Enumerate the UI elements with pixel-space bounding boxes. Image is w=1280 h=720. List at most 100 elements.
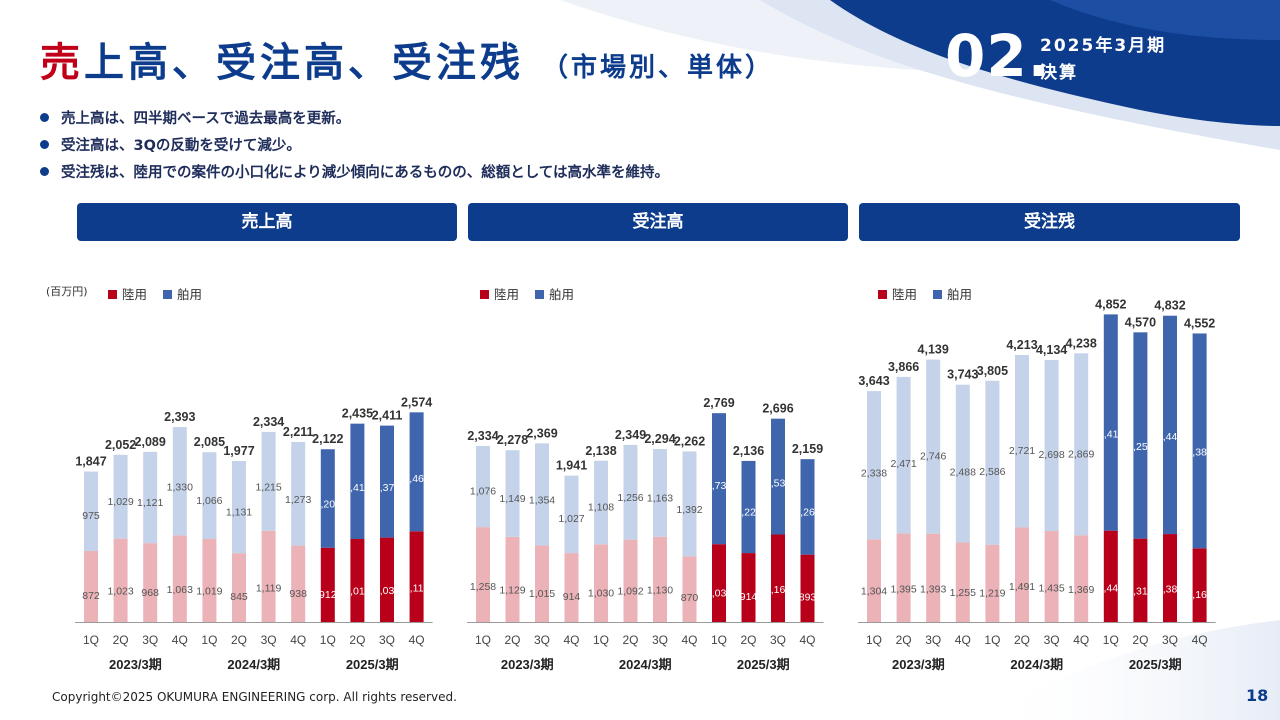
x-tick-label: 1Q [201,633,217,647]
x-tick-label: 3Q [534,633,550,647]
data-label-land: 1,162 [1186,589,1212,601]
data-label-total: 3,805 [977,364,1008,378]
page-number: 18 [1246,686,1269,705]
data-label-land: 1,129 [499,585,525,597]
data-label-total: 4,238 [1066,336,1097,350]
data-label-total: 2,052 [105,438,136,452]
data-label-total: 2,262 [674,434,705,448]
legend-item-land: 陸用 [878,287,917,302]
legend-item-land: 陸用 [108,287,147,302]
data-label-marine: 1,027 [558,513,584,525]
bar-marine [926,359,941,534]
data-label-total: 2,138 [585,444,616,458]
bar-land [172,535,187,622]
data-label-marine: 2,698 [1038,449,1064,461]
bar-marine [1103,314,1118,531]
x-tick-label: 2Q [504,633,520,647]
bar-land [202,538,217,622]
bar-land [1163,534,1177,622]
bar-marine [741,460,756,554]
x-tick-label: 4Q [172,633,188,647]
data-label-total: 2,122 [312,432,343,446]
data-label-land: 1,393 [920,583,946,595]
group-label: 2024/3期 [1010,657,1063,672]
data-label-total: 4,213 [1006,338,1037,352]
bar-marine [867,391,881,540]
bar-marine [1074,353,1089,536]
legend-swatch-marine [163,290,172,299]
x-tick-label: 2Q [231,633,247,647]
bar-marine [476,445,490,528]
data-label-land: 1,030 [588,587,614,599]
data-label-marine: 2,721 [1009,445,1035,457]
legend-orders: 陸用 舶用 [480,284,586,303]
x-tick-label: 2Q [349,633,365,647]
bar-land [1103,530,1118,622]
group-label: 2025/3期 [737,657,790,672]
bar-land [741,553,756,622]
x-tick-label: 4Q [799,633,815,647]
data-label-marine: 1,209 [315,498,341,510]
panel-header-sales: 売上高 [77,203,457,241]
data-label-land: 872 [82,590,100,602]
data-label-total: 3,866 [888,360,919,374]
data-label-land: 914 [740,591,758,603]
bar-land [84,550,98,622]
x-tick-label: 3Q [925,633,941,647]
data-label-marine: 1,330 [167,482,193,494]
data-label-land: 893 [799,591,817,603]
x-tick-label: 3Q [1044,633,1060,647]
data-label-total: 2,085 [194,435,225,449]
bar-land [653,536,667,622]
bar-land [320,547,335,622]
data-label-marine: 1,354 [529,494,555,506]
bar-marine [202,452,217,539]
legend-item-marine: 舶用 [163,287,202,302]
data-label-total: 3,743 [947,368,978,382]
data-label-marine: 2,586 [979,466,1005,478]
data-label-marine: 1,215 [255,481,281,493]
data-label-marine: 1,121 [137,497,163,509]
bar-marine [712,413,726,545]
unit-label: (百万円) [46,285,88,298]
bar-land [771,534,785,622]
x-tick-label: 3Q [261,633,277,647]
group-label: 2025/3期 [1129,657,1182,672]
bar-marine [800,459,815,555]
data-label-total: 2,334 [467,429,498,443]
bar-marine [1192,333,1207,549]
section-badge: 2025年3月期 決算 [1040,33,1166,87]
data-label-marine: 1,066 [196,495,222,507]
section-number: 02. [945,22,1051,90]
data-label-marine: 1,266 [794,507,820,519]
data-label-total: 2,435 [342,407,373,421]
bar-land [682,556,697,622]
data-label-marine: 1,163 [647,492,673,504]
bullet-dot-icon [40,139,49,149]
legend-item-marine: 舶用 [933,287,972,302]
x-tick-label: 3Q [652,633,668,647]
data-label-marine: 1,256 [617,492,643,504]
legend-swatch-marine [535,290,544,299]
data-label-total: 4,552 [1184,316,1215,330]
x-tick-label: 3Q [379,633,395,647]
data-label-marine: 1,149 [499,493,525,505]
data-label-land: 845 [230,591,248,603]
data-label-land: 1,130 [647,585,673,597]
bar-marine [409,412,424,532]
data-label-marine: 2,869 [1068,448,1094,460]
bar-land [143,543,158,622]
data-label-land: 1,023 [107,585,133,597]
x-tick-label: 4Q [409,633,425,647]
bar-land [1192,548,1207,622]
x-tick-label: 2Q [622,633,638,647]
bar-land [564,553,579,622]
bar-marine [172,427,187,536]
data-label-marine: 2,338 [861,468,887,480]
data-label-total: 4,134 [1036,343,1067,357]
data-label-marine: 2,746 [920,450,946,462]
data-label-total: 2,369 [526,426,557,440]
data-label-land: 1,063 [167,584,193,596]
bar-marine [535,443,549,546]
